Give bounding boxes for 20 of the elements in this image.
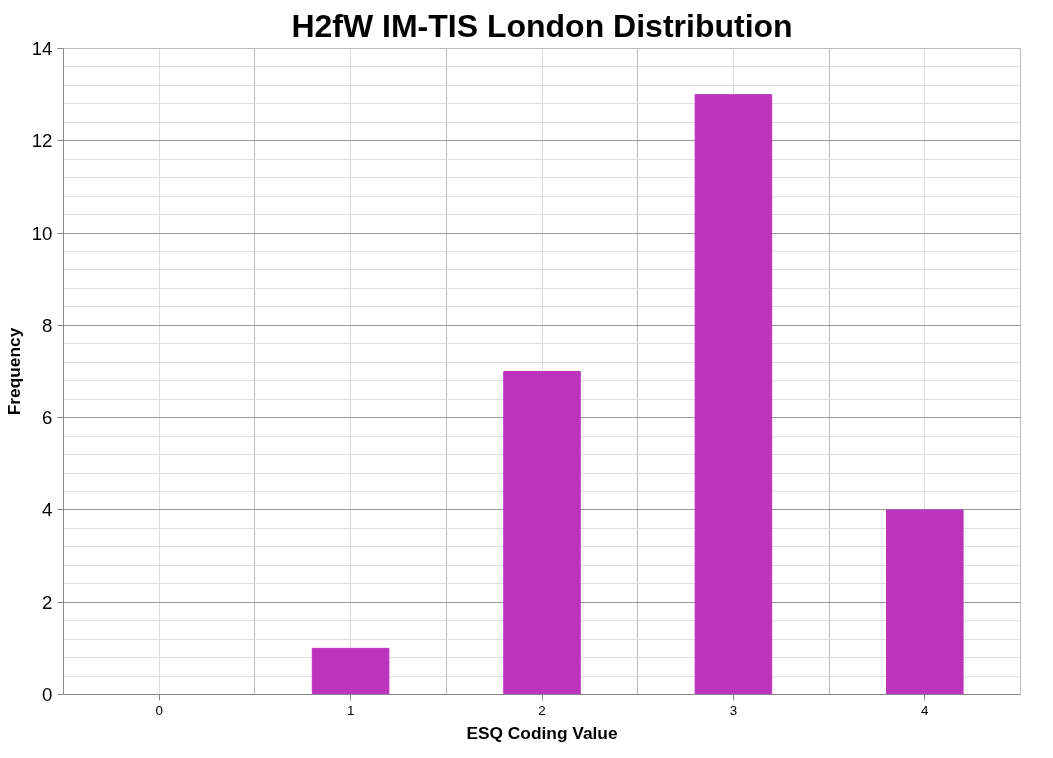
y-tick-label: 2: [42, 591, 53, 613]
bar: [694, 94, 773, 695]
x-tick-label: 1: [346, 702, 355, 718]
y-tick-label: 6: [42, 407, 53, 429]
y-tick-label: 10: [31, 222, 53, 244]
bar: [503, 371, 581, 695]
bar: [886, 509, 964, 695]
chart-title: H2fW IM-TIS London Distribution: [291, 7, 793, 44]
y-tick-label: 8: [42, 314, 53, 336]
x-tick-label: 3: [729, 702, 738, 718]
bar: [311, 647, 390, 695]
x-tick-label: 4: [921, 702, 930, 718]
y-axis-title: Frequency: [3, 327, 24, 416]
y-tick-label: 4: [42, 499, 53, 521]
y-tick-label: 12: [31, 130, 53, 152]
y-tick-label: 0: [42, 684, 53, 705]
y-tick-label: 14: [31, 38, 53, 59]
x-tick-label: 2: [538, 702, 546, 718]
x-axis-title: ESQ Coding Value: [466, 722, 618, 743]
x-tick-label: 0: [155, 702, 163, 718]
